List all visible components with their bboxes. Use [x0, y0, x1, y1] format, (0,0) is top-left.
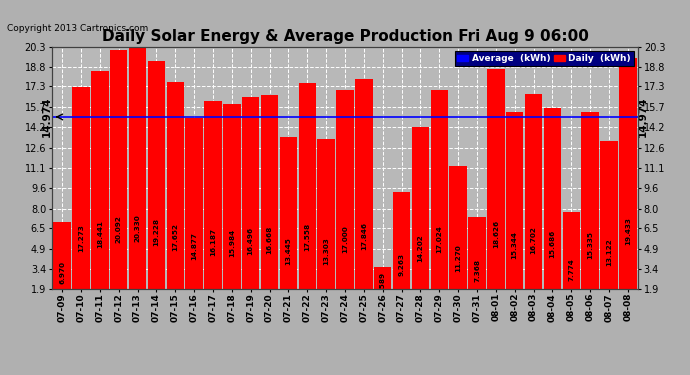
Bar [110, 50, 128, 314]
Text: 17.000: 17.000 [342, 225, 348, 253]
Text: 9.263: 9.263 [399, 253, 404, 276]
Bar [506, 112, 524, 314]
Text: 7.368: 7.368 [474, 259, 480, 282]
Bar [204, 101, 221, 314]
Bar [186, 118, 203, 314]
Text: 16.668: 16.668 [266, 226, 273, 254]
Text: 11.270: 11.270 [455, 244, 461, 272]
Text: 14.877: 14.877 [191, 232, 197, 260]
Bar [299, 83, 316, 314]
Text: 20.330: 20.330 [135, 214, 141, 242]
Bar [619, 58, 637, 314]
Text: 14.202: 14.202 [417, 234, 424, 262]
Text: 16.496: 16.496 [248, 227, 254, 255]
Bar [355, 79, 373, 314]
Bar [525, 94, 542, 314]
Bar [582, 112, 599, 314]
Text: Copyright 2013 Cartronics.com: Copyright 2013 Cartronics.com [7, 24, 148, 33]
Text: 20.092: 20.092 [116, 215, 121, 243]
Bar [562, 211, 580, 314]
Text: 14.974: 14.974 [42, 97, 52, 137]
Bar [469, 217, 486, 314]
Bar [166, 82, 184, 314]
Legend: Average  (kWh), Daily  (kWh): Average (kWh), Daily (kWh) [455, 51, 633, 66]
Bar [91, 71, 108, 314]
Text: 7.774: 7.774 [569, 258, 574, 281]
Text: 17.273: 17.273 [78, 224, 84, 252]
Bar [279, 137, 297, 314]
Text: 16.702: 16.702 [531, 226, 537, 254]
Text: 15.344: 15.344 [512, 231, 518, 258]
Text: 17.558: 17.558 [304, 223, 310, 251]
Title: Daily Solar Energy & Average Production Fri Aug 9 06:00: Daily Solar Energy & Average Production … [101, 29, 589, 44]
Text: 17.652: 17.652 [172, 223, 178, 251]
Bar [449, 166, 467, 314]
Text: 19.228: 19.228 [153, 218, 159, 246]
Text: 15.984: 15.984 [229, 228, 235, 256]
Text: 15.335: 15.335 [587, 231, 593, 259]
Text: 15.686: 15.686 [549, 230, 555, 258]
Text: 18.441: 18.441 [97, 220, 103, 248]
Bar [600, 141, 618, 314]
Text: 13.303: 13.303 [323, 237, 329, 265]
Bar [148, 61, 165, 314]
Bar [223, 104, 241, 314]
Text: 16.187: 16.187 [210, 228, 216, 256]
Bar [336, 90, 354, 314]
Text: 6.970: 6.970 [59, 261, 65, 284]
Text: 13.445: 13.445 [286, 237, 291, 265]
Bar [129, 46, 146, 314]
Text: 3.589: 3.589 [380, 272, 386, 295]
Bar [487, 69, 504, 314]
Bar [261, 94, 278, 314]
Bar [53, 222, 71, 314]
Bar [317, 139, 335, 314]
Text: 19.433: 19.433 [625, 217, 631, 245]
Text: 13.122: 13.122 [606, 238, 612, 266]
Bar [544, 108, 561, 314]
Bar [431, 90, 448, 314]
Bar [72, 87, 90, 314]
Text: 17.024: 17.024 [436, 225, 442, 253]
Bar [374, 267, 391, 314]
Bar [412, 127, 429, 314]
Text: 17.846: 17.846 [361, 222, 367, 251]
Text: 18.626: 18.626 [493, 220, 499, 248]
Bar [393, 192, 411, 314]
Bar [242, 97, 259, 314]
Text: 14.974: 14.974 [638, 97, 648, 137]
